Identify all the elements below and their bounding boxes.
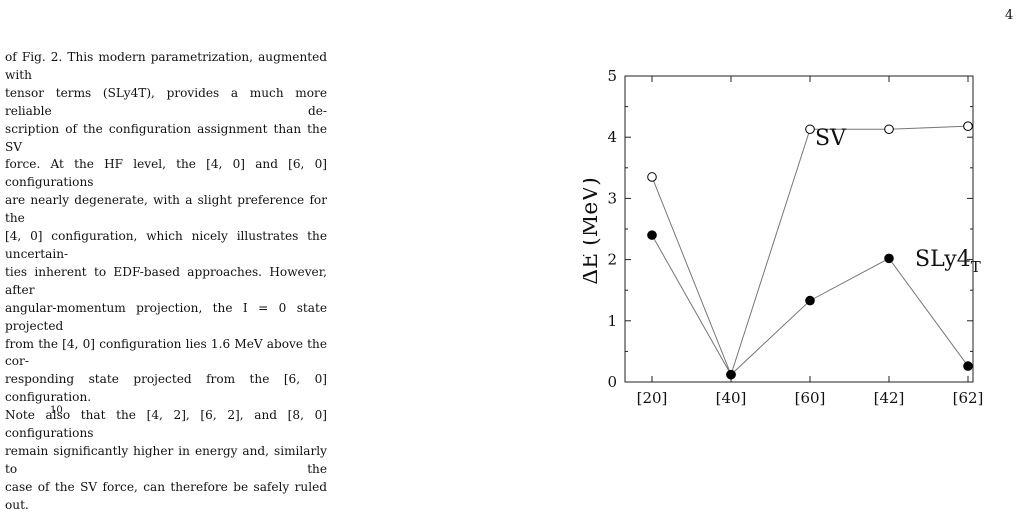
data-point-sly4t	[647, 230, 657, 240]
x-tick-label: [60]	[795, 389, 826, 406]
plot-frame	[624, 75, 974, 383]
x-tick-label: [20]	[637, 389, 668, 406]
paragraph-line: case of the SV force, can therefore be s…	[5, 479, 327, 512]
y-tick-label: 1	[607, 312, 617, 330]
paragraph-line: force. At the HF level, the [4, 0] and […	[5, 157, 327, 190]
paragraph-line: responding state projected from the [6, …	[5, 372, 327, 405]
y-tick-label: 4	[607, 128, 617, 146]
page-number: 4	[1005, 8, 1014, 23]
paragraph-line: scription of the configuration assignmen…	[5, 121, 327, 154]
paragraph-line: remain significantly higher in energy an…	[5, 443, 327, 476]
y-tick-label: 5	[607, 67, 617, 85]
data-point-sv	[963, 121, 973, 131]
x-tick-label: [62]	[953, 389, 984, 406]
data-point-sly4t	[884, 253, 894, 264]
series-label-sv: SV	[815, 126, 847, 151]
series-label-sly4t-base: SLy4	[915, 247, 971, 272]
paragraph-line: [4, 0] configuration, which nicely illus…	[5, 229, 327, 261]
data-point-sv	[647, 172, 657, 182]
y-tick-label: 2	[607, 251, 617, 269]
series-label-sly4t: SLy4T	[915, 247, 981, 276]
data-point-sv	[805, 124, 815, 135]
x-tick-label: [40]	[716, 389, 747, 406]
series-label-sly4t-subscript: T	[971, 258, 981, 276]
y-tick-label: 0	[607, 373, 617, 391]
data-point-sly4t	[805, 295, 815, 306]
data-point-sv	[884, 124, 894, 135]
paragraph-line: are nearly degenerate, with a slight pre…	[5, 193, 327, 226]
paragraph-line: from the [4, 0] configuration lies 1.6 M…	[5, 336, 327, 369]
data-point-sly4t	[726, 369, 736, 380]
paragraph-line: angular-momentum projection, the I = 0 s…	[5, 300, 327, 333]
y-tick-label: 3	[607, 189, 617, 207]
paragraph-line: tensor terms (SLy4T), provides a much mo…	[5, 85, 327, 118]
paragraph-line: of Fig. 2. This modern parametrization, …	[5, 50, 327, 82]
paragraph-line: ties inherent to EDF-based approaches. H…	[5, 264, 327, 297]
x-tick-label: [42]	[874, 389, 905, 406]
chart: 0 1 2 3 4 5 [20] [40] [60] [42] [62] ΔE (MeV) SV SLy…	[578, 56, 1013, 410]
energy-chart: 0 1 2 3 4 5 [20] [40] [60] [42] [62] ΔE (MeV) SV SLy…	[578, 67, 984, 407]
footnote-mark: 10	[50, 405, 63, 416]
body-paragraph: of Fig. 2. This modern parametrization, …	[5, 49, 327, 515]
y-axis-label: ΔE (MeV)	[583, 177, 603, 285]
data-point-sly4t	[963, 361, 973, 371]
